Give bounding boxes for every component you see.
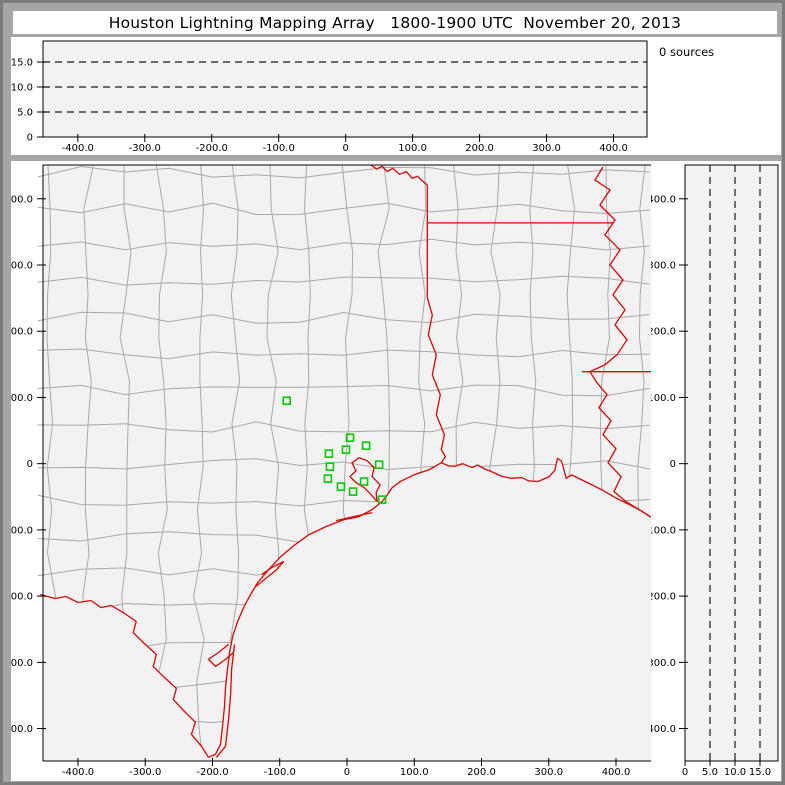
plan_view-plot-border — [42, 164, 653, 762]
x-tick-label: 100.0 — [400, 767, 429, 778]
panel-altitude-east-west: -400.0 -300.0 -200.0 -100.0 0 100.0 200.0 300.0… — [11, 37, 651, 155]
y-tick-label: -300.0 — [651, 658, 676, 669]
lma-station-marker — [336, 482, 346, 491]
y-tick-label: 10.0 — [11, 83, 33, 94]
x-tick-label: 300.0 — [534, 767, 563, 778]
y-tick-label: -300.0 — [11, 658, 33, 669]
y-tick-label: 300.0 — [11, 260, 33, 271]
galveston-bay — [349, 456, 381, 503]
y-tick-label: 0 — [27, 459, 33, 470]
y-tick-label: 15.0 — [11, 58, 33, 69]
y-tick-label: 0 — [27, 133, 33, 144]
y-tick-label: 100.0 — [651, 393, 676, 404]
x-tick-label: 400.0 — [602, 767, 631, 778]
mississippi-river — [588, 166, 651, 518]
x-tick-label: -200.0 — [196, 767, 228, 778]
x-tick-label: 100.0 — [398, 143, 427, 154]
x-tick-label: -400.0 — [62, 767, 94, 778]
x-tick-label: -100.0 — [263, 143, 295, 154]
x-tick-label: -100.0 — [264, 767, 296, 778]
lma-station-marker — [324, 449, 334, 458]
lma-station-marker — [377, 495, 387, 504]
red-river — [370, 164, 428, 186]
panel-altitude-north-south: 0 5.0 10.015.0 400.0 300.0 200.0 100.0 0 -100.0 -… — [651, 161, 781, 781]
x-tick-label: 200.0 — [465, 143, 494, 154]
x-tick-label: -200.0 — [196, 143, 228, 154]
y-tick-label: 5.0 — [17, 108, 33, 119]
y-tick-label: 100.0 — [11, 393, 33, 404]
gulf-coast — [208, 457, 653, 758]
x-tick-label: -300.0 — [129, 143, 161, 154]
lma-station-marker — [341, 445, 351, 454]
x-tick-label: 15.0 — [749, 767, 771, 778]
lma-station-marker — [345, 433, 355, 443]
y-tick-label: 300.0 — [651, 260, 676, 271]
lma-station-marker — [323, 474, 333, 483]
y-tick-label: -200.0 — [651, 592, 676, 603]
panel-source-count: 0 sources — [651, 37, 781, 155]
lma-station-marker — [325, 462, 335, 471]
y-tick-label: -400.0 — [651, 724, 676, 735]
y-tick-label: 200.0 — [11, 327, 33, 338]
ew_altitude-plot-border — [42, 40, 648, 138]
x-tick-label: 0 — [344, 767, 350, 778]
lma-station-marker — [282, 396, 292, 406]
x-tick-label: 300.0 — [532, 143, 561, 154]
y-tick-label: -100.0 — [651, 525, 676, 536]
x-tick-label: 400.0 — [599, 143, 628, 154]
y-tick-label: -400.0 — [11, 724, 33, 735]
title-bar: Houston Lightning Mapping Array 1800-190… — [13, 11, 777, 34]
y-tick-label: 400.0 — [651, 194, 676, 205]
y-tick-label: -200.0 — [11, 592, 33, 603]
x-tick-label: -300.0 — [129, 767, 161, 778]
state-borders-and-coastline — [40, 164, 653, 758]
x-tick-label: 0 — [682, 767, 688, 778]
galveston-island — [335, 511, 373, 522]
padre-island — [215, 644, 236, 758]
y-tick-label: 400.0 — [11, 194, 33, 205]
lma-stations — [282, 396, 387, 504]
y-tick-label: 0 — [670, 459, 676, 470]
page-title: Houston Lightning Mapping Array 1800-190… — [108, 13, 682, 32]
x-tick-label: 5.0 — [702, 767, 718, 778]
y-tick-label: -100.0 — [11, 525, 33, 536]
panel-plan-view-map: -400.0 -300.0 -200.0 -100.0 0 100.0 200.0 300.0… — [11, 161, 653, 781]
matagorda-bay — [255, 560, 285, 588]
lma-station-marker — [348, 487, 358, 496]
y-tick-label: 200.0 — [651, 327, 676, 338]
corpus-bay — [207, 643, 234, 668]
ns_altitude-plot-border — [684, 164, 779, 762]
rio-grande — [40, 593, 209, 758]
x-tick-label: -400.0 — [62, 143, 94, 154]
source-count-label: 0 sources — [659, 45, 715, 59]
x-tick-label: 200.0 — [467, 767, 496, 778]
sabine-river — [426, 297, 447, 464]
lma-station-marker — [359, 477, 369, 486]
plan-view-map-plot: -400.0 -300.0 -200.0 -100.0 0 100.0 200.0 300.0… — [11, 164, 653, 778]
x-tick-label: 0 — [342, 143, 348, 154]
x-tick-label: 10.0 — [724, 767, 746, 778]
lma-station-marker — [361, 441, 371, 451]
altitude-ns-plot: 0 5.0 10.015.0 400.0 300.0 200.0 100.0 0 -100.0 -… — [651, 164, 779, 778]
altitude-ew-plot: -400.0 -300.0 -200.0 -100.0 0 100.0 200.0 300.0… — [11, 40, 648, 154]
lma-station-marker — [374, 460, 384, 469]
